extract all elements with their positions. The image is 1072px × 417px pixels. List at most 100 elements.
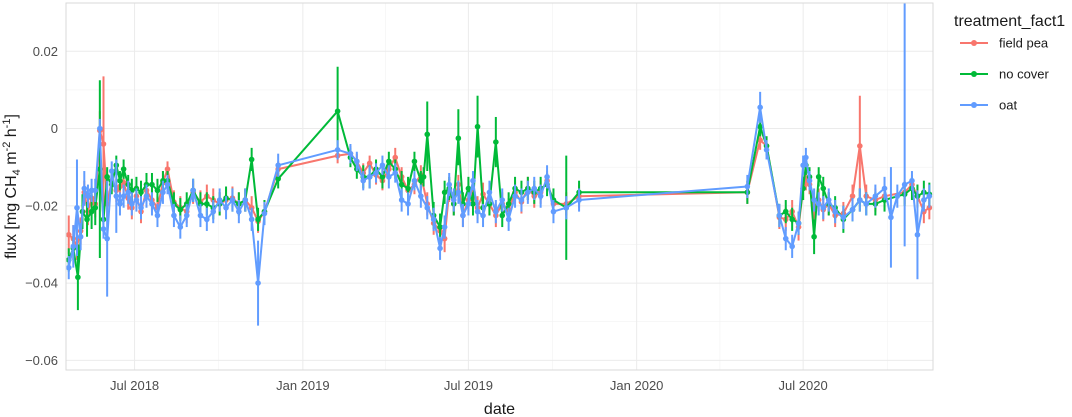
data-point (229, 197, 236, 203)
data-point (465, 185, 472, 192)
data-point (204, 216, 210, 223)
x-tick-label: Jan 2019 (276, 378, 330, 393)
data-point (757, 104, 763, 111)
data-point (242, 197, 249, 203)
data-point (197, 212, 204, 219)
data-point (392, 154, 399, 161)
data-point (204, 201, 210, 207)
data-point (88, 208, 95, 215)
legend-item: no cover (960, 67, 1050, 82)
y-tick-label: −0.02 (25, 198, 58, 213)
legend: treatment_fact1 field pea no cover oat (954, 13, 1065, 113)
data-point (857, 143, 863, 149)
data-point (811, 197, 817, 203)
data-point (149, 181, 155, 188)
data-point (379, 162, 386, 169)
data-point (576, 197, 582, 203)
data-point (334, 108, 341, 114)
minor-gridlines (66, 3, 933, 370)
y-tick-label: 0.02 (33, 44, 58, 59)
data-point (795, 220, 802, 226)
data-point (117, 201, 123, 207)
data-point (418, 177, 424, 184)
data-point (171, 212, 177, 219)
data-point (849, 206, 856, 213)
data-point (398, 197, 405, 203)
y-axis-title: flux [mg CH4 m-2 h-1] (1, 114, 23, 259)
data-point (863, 201, 870, 207)
data-point (120, 193, 127, 199)
data-point (74, 204, 80, 211)
data-point (177, 224, 184, 230)
data-point (183, 212, 190, 219)
data-point (901, 181, 908, 188)
data-point (763, 147, 770, 153)
data-point (474, 208, 481, 215)
data-point (275, 175, 281, 182)
data-point (563, 204, 570, 211)
data-point (894, 193, 901, 199)
data-point (537, 193, 544, 199)
data-point (474, 123, 481, 130)
data-point (789, 243, 795, 250)
data-point (334, 147, 341, 153)
data-point (926, 193, 933, 199)
data-point (164, 181, 171, 188)
data-point (455, 189, 462, 196)
y-tick-label: −0.04 (25, 276, 58, 291)
data-point (815, 174, 822, 180)
data-point (92, 187, 99, 194)
data-point (65, 231, 72, 238)
data-point (223, 204, 229, 211)
data-point (143, 193, 150, 199)
y-tick-label: −0.06 (25, 353, 58, 368)
data-point (776, 212, 783, 219)
data-point (386, 158, 392, 165)
legend-key-point (971, 71, 977, 77)
data-point (92, 204, 99, 211)
data-point (420, 174, 427, 180)
legend-key-point (971, 40, 977, 46)
data-point (154, 212, 161, 219)
data-point (392, 170, 399, 176)
data-point (872, 193, 879, 199)
data-point (386, 174, 392, 180)
data-point (493, 208, 499, 215)
data-point (366, 174, 373, 180)
data-point (113, 193, 120, 199)
data-point (405, 201, 411, 207)
data-point (825, 197, 832, 203)
legend-label: no cover (999, 67, 1050, 82)
series-oat (65, 3, 933, 326)
data-point (789, 216, 795, 223)
y-axis-ticks: 0.02 0 −0.02 −0.04 −0.06 (25, 44, 58, 368)
data-point (921, 197, 927, 203)
legend-key-point (971, 102, 977, 108)
data-point (806, 177, 813, 184)
data-point (888, 214, 894, 221)
data-point (77, 233, 84, 240)
data-point (450, 197, 457, 203)
x-tick-label: Jan 2020 (610, 378, 664, 393)
data-point (70, 243, 77, 250)
data-point (849, 193, 856, 199)
data-point (493, 139, 499, 145)
data-point (275, 162, 281, 169)
x-tick-label: Jul 2020 (779, 378, 828, 393)
data-point (160, 189, 166, 196)
x-axis-title: date (484, 401, 515, 417)
data-point (803, 154, 809, 161)
data-point (216, 197, 223, 203)
data-point (782, 235, 789, 242)
data-point (154, 187, 161, 194)
data-point (138, 189, 144, 196)
legend-label: field pea (999, 36, 1049, 51)
data-point (138, 204, 144, 211)
data-point (84, 216, 90, 223)
data-point (430, 216, 437, 223)
data-point (347, 150, 354, 157)
data-point (373, 170, 379, 176)
data-point (909, 177, 915, 184)
data-point (446, 181, 452, 188)
